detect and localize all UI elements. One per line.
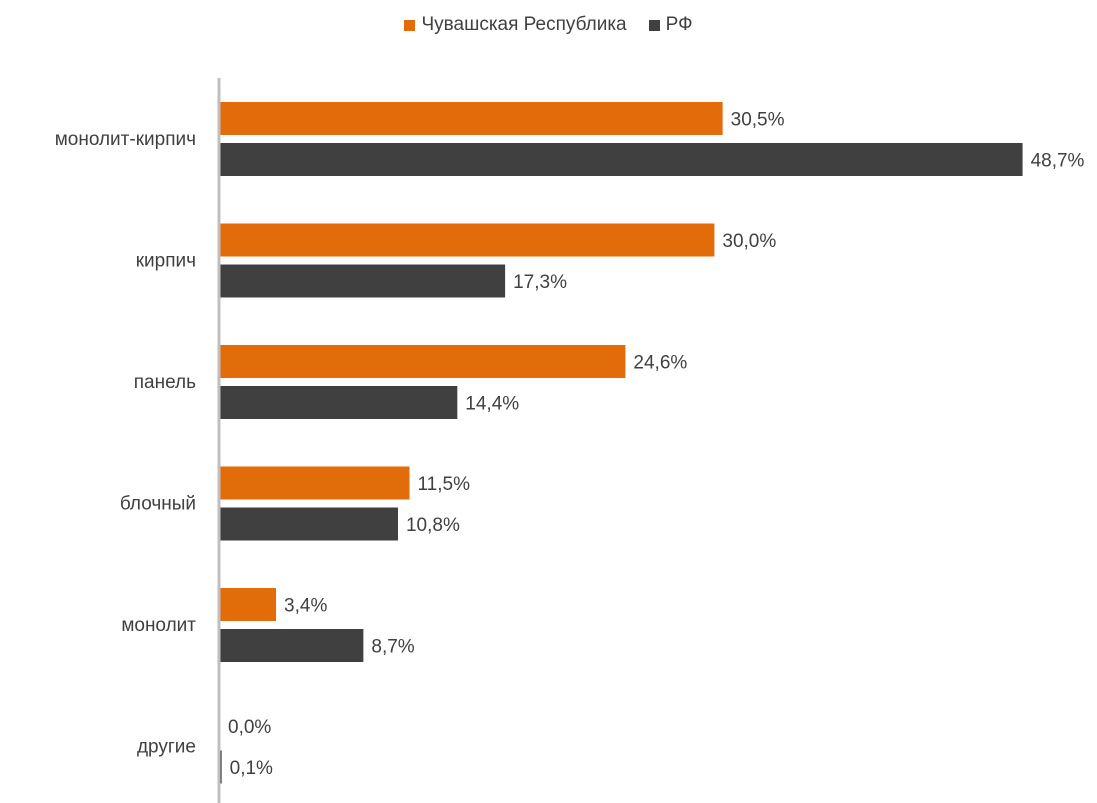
bar-chuvashia-kirpich[interactable] (220, 223, 715, 257)
legend-swatch-rf (648, 19, 660, 31)
bar-chuvashia-panel[interactable] (220, 345, 626, 378)
data-label-chuvashia-monolit: 3,4% (284, 596, 327, 617)
legend-swatch-chuvashia (404, 19, 416, 31)
category-label-blochny: блочный (120, 494, 196, 515)
bar-rf-monolit[interactable] (220, 629, 364, 662)
bar-rf-blochny[interactable] (220, 507, 398, 541)
bar-rf-drugie[interactable] (220, 750, 222, 784)
bar-rf-kirpich[interactable] (220, 264, 506, 298)
legend-label-rf: РФ (665, 14, 693, 35)
category-label-panel: панель (134, 372, 196, 393)
bar-chuvashia-monolit[interactable] (220, 588, 277, 621)
category-label-monolit: монолит (121, 615, 196, 636)
data-label-chuvashia-kirpich: 30,0% (722, 231, 776, 252)
legend-item-chuvashia[interactable]: Чувашская Республика (404, 14, 627, 36)
bar-chuvashia-monolit-kirpich[interactable] (220, 102, 723, 135)
category-label-monolit-kirpich: монолит-кирпич (55, 129, 196, 150)
data-label-chuvashia-drugie: 0,0% (228, 717, 271, 738)
data-label-rf-kirpich: 17,3% (513, 272, 567, 293)
legend-item-rf[interactable]: РФ (648, 14, 693, 36)
data-label-chuvashia-monolit-kirpich: 30,5% (731, 110, 785, 131)
data-label-rf-panel: 14,4% (465, 394, 519, 415)
data-label-chuvashia-blochny: 11,5% (418, 474, 471, 495)
data-label-rf-drugie: 0,1% (230, 758, 273, 779)
legend-label-chuvashia: Чувашская Республика (421, 14, 627, 35)
data-label-rf-monolit-kirpich: 48,7% (1031, 151, 1085, 172)
chart-legend: Чувашская Республика РФ (0, 14, 1097, 36)
category-label-drugie: другие (137, 737, 196, 758)
data-label-rf-blochny: 10,8% (406, 515, 460, 536)
bar-rf-panel[interactable] (220, 386, 458, 419)
category-label-kirpich: кирпич (136, 251, 196, 272)
bar-chuvashia-blochny[interactable] (220, 466, 410, 500)
bar-rf-monolit-kirpich[interactable] (220, 143, 1023, 176)
data-label-chuvashia-panel: 24,6% (633, 353, 687, 374)
data-label-rf-monolit: 8,7% (371, 637, 414, 658)
